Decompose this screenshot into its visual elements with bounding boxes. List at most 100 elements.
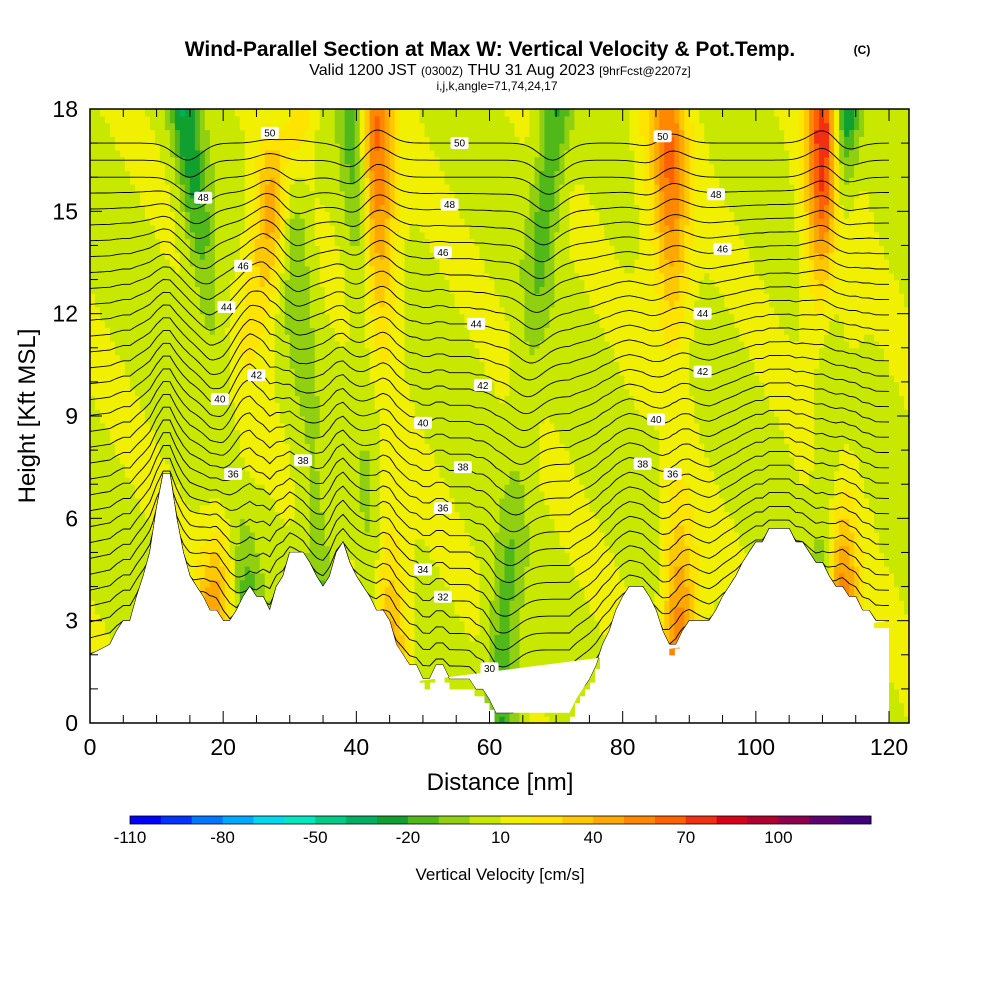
velocity-cell	[279, 224, 286, 233]
velocity-cell	[249, 354, 256, 363]
velocity-cell	[274, 491, 281, 499]
velocity-cell	[239, 286, 246, 294]
velocity-cell	[389, 620, 396, 629]
velocity-cell	[119, 491, 126, 499]
velocity-cell	[134, 429, 141, 438]
velocity-cell	[264, 525, 271, 533]
velocity-cell	[354, 531, 361, 540]
velocity-cell	[169, 416, 176, 424]
velocity-cell	[394, 525, 401, 533]
velocity-cell	[104, 450, 111, 458]
velocity-cell	[429, 661, 436, 670]
velocity-cell	[214, 504, 221, 513]
velocity-cell	[419, 122, 426, 131]
velocity-cell	[129, 347, 136, 356]
velocity-cell	[399, 395, 406, 403]
velocity-cell	[314, 497, 321, 506]
velocity-cell	[234, 368, 241, 376]
velocity-cell	[364, 327, 371, 335]
velocity-cell	[119, 177, 126, 185]
velocity-cell	[174, 293, 181, 301]
velocity-cell	[239, 327, 246, 335]
velocity-cell	[274, 313, 281, 322]
velocity-cell	[179, 259, 186, 267]
velocity-cell	[184, 259, 191, 267]
velocity-cell	[344, 156, 351, 165]
velocity-cell	[274, 170, 281, 178]
velocity-cell	[214, 231, 221, 240]
velocity-cell	[179, 231, 186, 240]
velocity-cell	[154, 231, 161, 240]
velocity-cell	[304, 286, 311, 294]
velocity-cell	[404, 470, 411, 478]
velocity-cell	[239, 231, 246, 240]
velocity-cell	[364, 306, 371, 315]
velocity-cell	[234, 381, 241, 390]
velocity-cell	[114, 340, 121, 349]
velocity-cell	[179, 279, 186, 287]
velocity-cell	[169, 136, 176, 144]
velocity-cell	[404, 156, 411, 165]
velocity-cell	[414, 456, 421, 465]
velocity-cell	[299, 538, 306, 547]
velocity-cell	[289, 163, 296, 171]
velocity-cell	[134, 566, 141, 574]
velocity-cell	[354, 320, 361, 328]
velocity-cell	[234, 559, 241, 567]
velocity-cell	[359, 204, 366, 212]
velocity-cell	[214, 190, 221, 199]
velocity-cell	[394, 443, 401, 451]
velocity-cell	[204, 491, 211, 499]
velocity-cell	[249, 491, 256, 499]
velocity-cell	[344, 422, 351, 431]
velocity-cell	[304, 497, 311, 506]
velocity-cell	[229, 197, 236, 206]
velocity-cell	[129, 368, 136, 376]
velocity-cell	[184, 456, 191, 465]
velocity-cell	[179, 327, 186, 335]
velocity-cell	[189, 211, 196, 219]
velocity-cell	[334, 416, 341, 424]
velocity-cell	[324, 347, 331, 356]
velocity-cell	[419, 654, 426, 663]
velocity-cell	[139, 122, 146, 131]
velocity-cell	[289, 525, 296, 533]
velocity-cell	[329, 327, 336, 335]
velocity-cell	[244, 416, 251, 424]
velocity-cell	[414, 238, 421, 247]
velocity-cell	[119, 436, 126, 444]
velocity-cell	[279, 436, 286, 444]
velocity-cell	[164, 313, 171, 322]
velocity-cell	[394, 470, 401, 478]
velocity-cell	[314, 429, 321, 438]
velocity-cell	[144, 552, 151, 560]
velocity-cell	[249, 381, 256, 390]
velocity-cell	[219, 170, 226, 178]
velocity-cell	[354, 238, 361, 247]
velocity-cell	[209, 204, 216, 212]
velocity-cell	[374, 484, 381, 492]
velocity-cell	[399, 300, 406, 308]
velocity-cell	[404, 197, 411, 206]
velocity-cell	[129, 340, 136, 349]
velocity-cell	[379, 409, 386, 417]
velocity-cell	[369, 136, 376, 144]
velocity-cell	[414, 477, 421, 485]
velocity-cell	[124, 579, 131, 588]
velocity-cell	[139, 477, 146, 485]
velocity-cell	[359, 566, 366, 574]
velocity-cell	[319, 477, 326, 485]
velocity-cell	[184, 272, 191, 281]
velocity-cell	[314, 436, 321, 444]
velocity-cell	[164, 231, 171, 240]
velocity-cell	[429, 552, 436, 560]
velocity-cell	[269, 368, 276, 376]
velocity-cell	[234, 375, 241, 383]
velocity-cell	[214, 170, 221, 178]
velocity-cell	[279, 511, 286, 519]
velocity-cell	[94, 429, 101, 438]
velocity-cell	[309, 238, 316, 247]
velocity-cell	[199, 538, 206, 547]
velocity-cell	[244, 484, 251, 492]
velocity-cell	[394, 395, 401, 403]
